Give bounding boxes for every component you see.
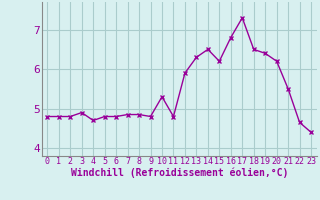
X-axis label: Windchill (Refroidissement éolien,°C): Windchill (Refroidissement éolien,°C) (70, 168, 288, 178)
